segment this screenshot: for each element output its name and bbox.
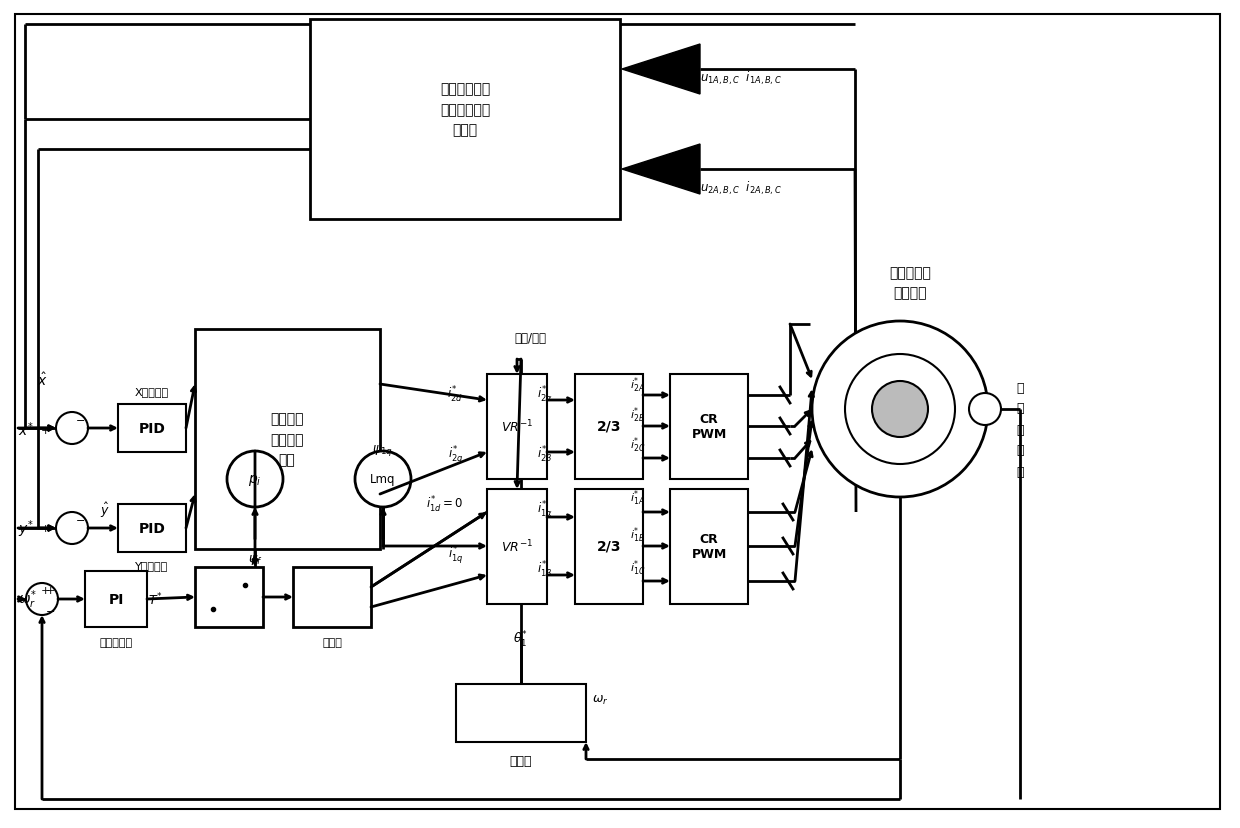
Text: $i_{1d}^{*}=0$: $i_{1d}^{*}=0$ <box>425 494 463 514</box>
Bar <box>195 330 379 549</box>
Text: 2/3: 2/3 <box>596 420 621 434</box>
Bar <box>293 567 371 628</box>
Text: $+$: $+$ <box>40 522 50 534</box>
Text: $i_{2d}^{*}$: $i_{2d}^{*}$ <box>448 384 463 405</box>
Bar <box>670 374 748 479</box>
Bar <box>575 489 644 604</box>
Text: $\psi_{1q}$: $\psi_{1q}$ <box>372 442 393 457</box>
Bar <box>575 374 644 479</box>
Circle shape <box>26 583 58 615</box>
Text: $\hat{y}$: $\hat{y}$ <box>100 500 110 519</box>
Circle shape <box>968 393 1001 426</box>
Text: $i_{1q}^{*}$: $i_{1q}^{*}$ <box>448 543 463 566</box>
Polygon shape <box>622 45 701 95</box>
Circle shape <box>844 354 955 465</box>
Text: CR
PWM: CR PWM <box>692 412 727 440</box>
Bar <box>195 567 263 628</box>
Text: $-$: $-$ <box>45 604 55 614</box>
Text: $VR^{-1}$: $VR^{-1}$ <box>501 538 533 555</box>
Text: $i_{1B}^{*}$: $i_{1B}^{*}$ <box>630 525 645 544</box>
Text: $i_{2B}^{*}$: $i_{2B}^{*}$ <box>630 405 645 424</box>
Text: $i_{1A}^{*}$: $i_{1A}^{*}$ <box>630 488 645 508</box>
Text: $i_{2\alpha}^{*}$: $i_{2\alpha}^{*}$ <box>537 384 553 405</box>
Text: Y轴控制器: Y轴控制器 <box>135 561 169 570</box>
Bar <box>118 504 186 552</box>
Text: 积分器: 积分器 <box>510 754 532 767</box>
Text: 速
度
传
感
器: 速 度 传 感 器 <box>1017 381 1024 478</box>
Text: 模型参考自适
应径向位移估
算模块: 模型参考自适 应径向位移估 算模块 <box>440 82 490 137</box>
Text: 悬浮解耦
控制算法
模块: 悬浮解耦 控制算法 模块 <box>270 412 304 467</box>
Circle shape <box>56 412 88 445</box>
Text: $VR^{-1}$: $VR^{-1}$ <box>501 418 533 435</box>
Text: $y^{*}$: $y^{*}$ <box>19 518 33 539</box>
Text: $+$: $+$ <box>40 424 50 435</box>
Text: $i_{1C}^{*}$: $i_{1C}^{*}$ <box>630 557 645 577</box>
Circle shape <box>227 451 283 508</box>
Circle shape <box>872 382 928 437</box>
Text: $\theta_1^{*}$: $\theta_1^{*}$ <box>512 629 527 649</box>
Text: $\omega_r^{*}$: $\omega_r^{*}$ <box>19 588 37 610</box>
Bar <box>456 684 587 742</box>
Bar <box>487 374 547 479</box>
Text: CR
PWM: CR PWM <box>692 532 727 561</box>
Text: $\hat{x}$: $\hat{x}$ <box>37 371 47 388</box>
Text: $p_i$: $p_i$ <box>248 472 262 487</box>
Text: 无轴承永磁
同步电机: 无轴承永磁 同步电机 <box>889 266 931 300</box>
Text: $i_{2A}^{*}$: $i_{2A}^{*}$ <box>630 375 645 394</box>
Text: $x^{*}$: $x^{*}$ <box>19 420 33 439</box>
Text: PID: PID <box>139 522 165 536</box>
Text: $i_{2C}^{*}$: $i_{2C}^{*}$ <box>630 435 645 455</box>
Text: $+$: $+$ <box>43 423 53 434</box>
Text: X轴控制器: X轴控制器 <box>135 387 169 397</box>
Text: $\psi_f$: $\psi_f$ <box>248 552 262 566</box>
Bar <box>118 405 186 452</box>
Polygon shape <box>622 145 701 195</box>
Bar <box>487 489 547 604</box>
Text: $+$: $+$ <box>40 584 50 595</box>
Circle shape <box>355 451 410 508</box>
Circle shape <box>56 513 88 544</box>
Circle shape <box>812 321 988 498</box>
Text: $i_{2q}^{*}$: $i_{2q}^{*}$ <box>448 444 463 465</box>
Text: $T^{*}$: $T^{*}$ <box>148 591 162 608</box>
Text: $-$: $-$ <box>74 413 86 423</box>
Text: $i_{1\beta}^{*}$: $i_{1\beta}^{*}$ <box>537 558 553 580</box>
Text: $+$: $+$ <box>43 522 53 534</box>
Text: 旋转/静止: 旋转/静止 <box>515 331 546 344</box>
Text: $i_{2\beta}^{*}$: $i_{2\beta}^{*}$ <box>537 444 553 465</box>
Text: $i_{1\alpha}^{*}$: $i_{1\alpha}^{*}$ <box>537 499 553 519</box>
Text: $-$: $-$ <box>74 513 86 523</box>
Text: PI: PI <box>108 592 124 606</box>
Bar <box>86 571 148 628</box>
Text: 限幅器: 限幅器 <box>322 638 342 647</box>
Text: $u_{1A,B,C}$  $i_{1A,B,C}$: $u_{1A,B,C}$ $i_{1A,B,C}$ <box>701 70 782 87</box>
Text: $\omega_r$: $\omega_r$ <box>591 692 609 705</box>
Text: 速度调节器: 速度调节器 <box>99 638 133 647</box>
Text: $+$: $+$ <box>45 584 55 595</box>
Text: 2/3: 2/3 <box>596 539 621 553</box>
Text: PID: PID <box>139 421 165 436</box>
Bar <box>310 20 620 219</box>
Text: $u_{2A,B,C}$  $i_{2A,B,C}$: $u_{2A,B,C}$ $i_{2A,B,C}$ <box>701 179 782 196</box>
Text: Lmq: Lmq <box>371 473 396 486</box>
Bar <box>670 489 748 604</box>
